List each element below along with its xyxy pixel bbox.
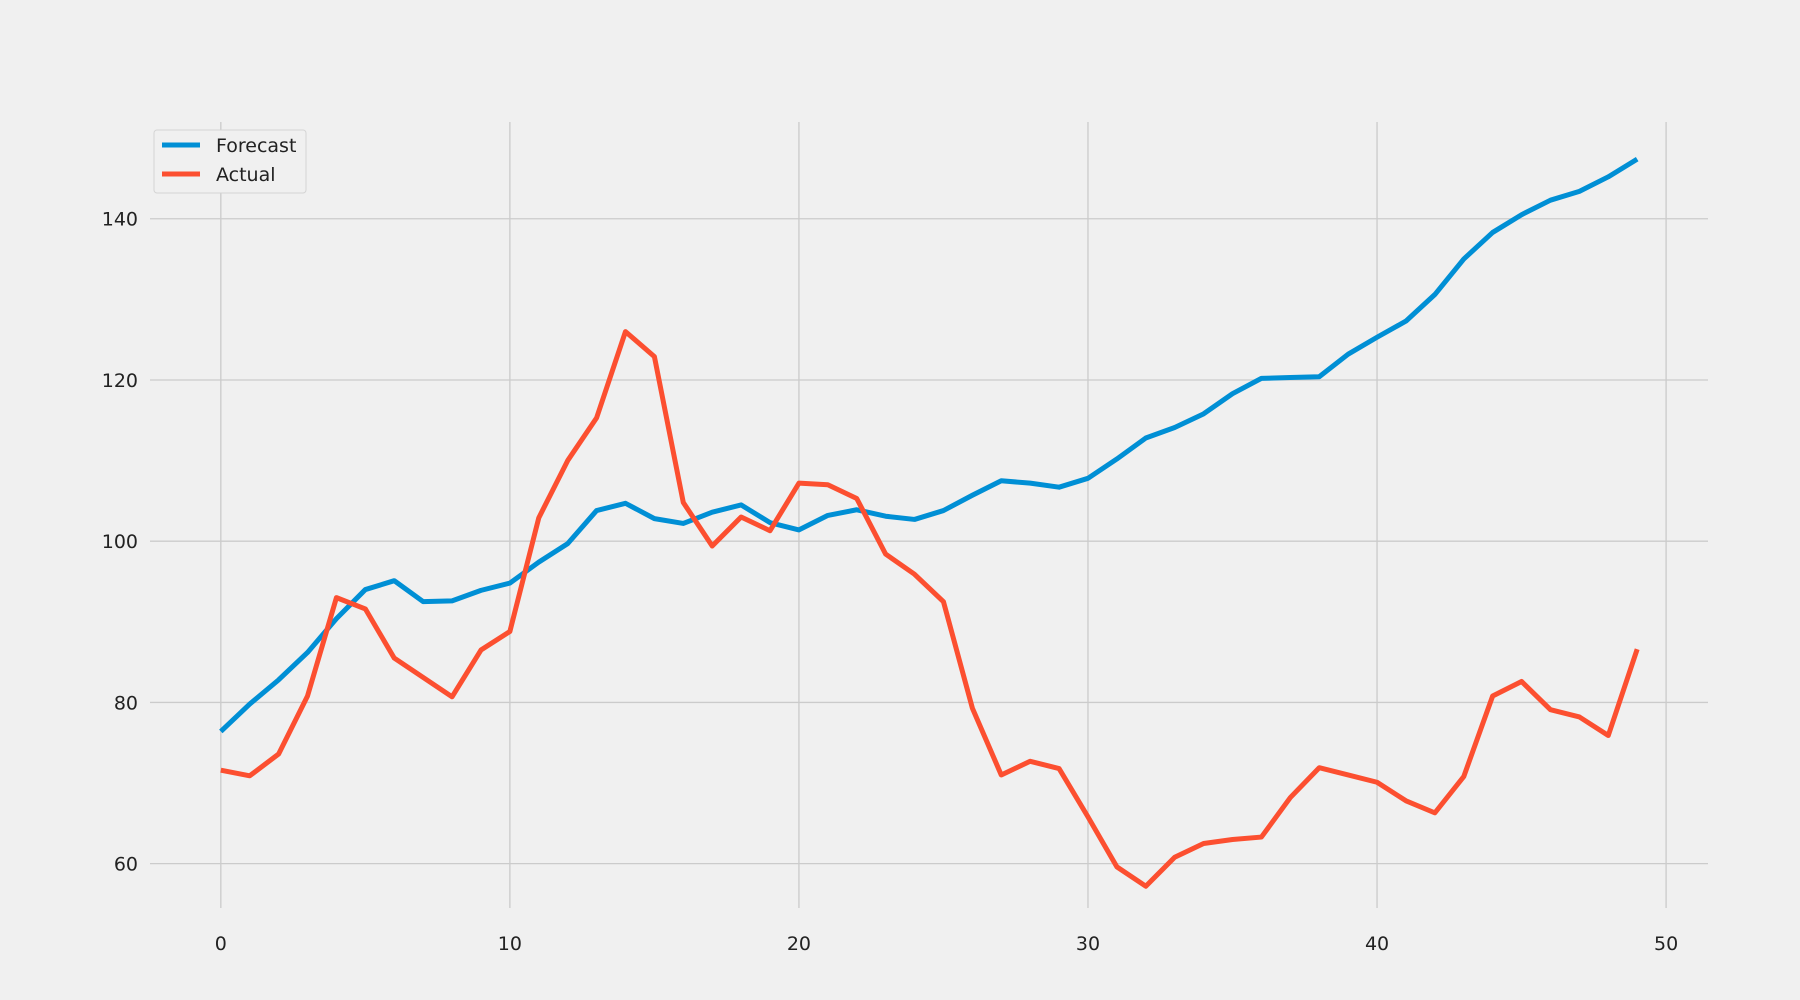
y-tick-label: 60	[114, 854, 138, 876]
x-tick-label: 20	[787, 933, 811, 955]
x-tick-label: 0	[215, 933, 227, 955]
y-tick-label: 120	[102, 370, 138, 392]
x-tick-label: 40	[1365, 933, 1389, 955]
chart-series	[219, 156, 1640, 889]
x-tick-label: 30	[1076, 933, 1100, 955]
series-line-actual	[220, 329, 1640, 889]
series-line-forecast	[219, 156, 1639, 734]
legend-label-actual: Actual	[216, 164, 276, 186]
chart-legend: Forecast Actual	[153, 129, 307, 194]
y-tick-label: 140	[102, 209, 138, 231]
chart-grid	[150, 122, 1708, 908]
y-tick-label: 80	[114, 692, 138, 714]
y-axis: 60 80 100 120 140	[102, 209, 138, 876]
x-tick-label: 50	[1654, 933, 1678, 955]
x-tick-label: 10	[498, 933, 522, 955]
x-axis: 0 10 20 30 40 50	[215, 933, 1678, 955]
y-tick-label: 100	[102, 531, 138, 553]
legend-label-forecast: Forecast	[216, 135, 296, 157]
